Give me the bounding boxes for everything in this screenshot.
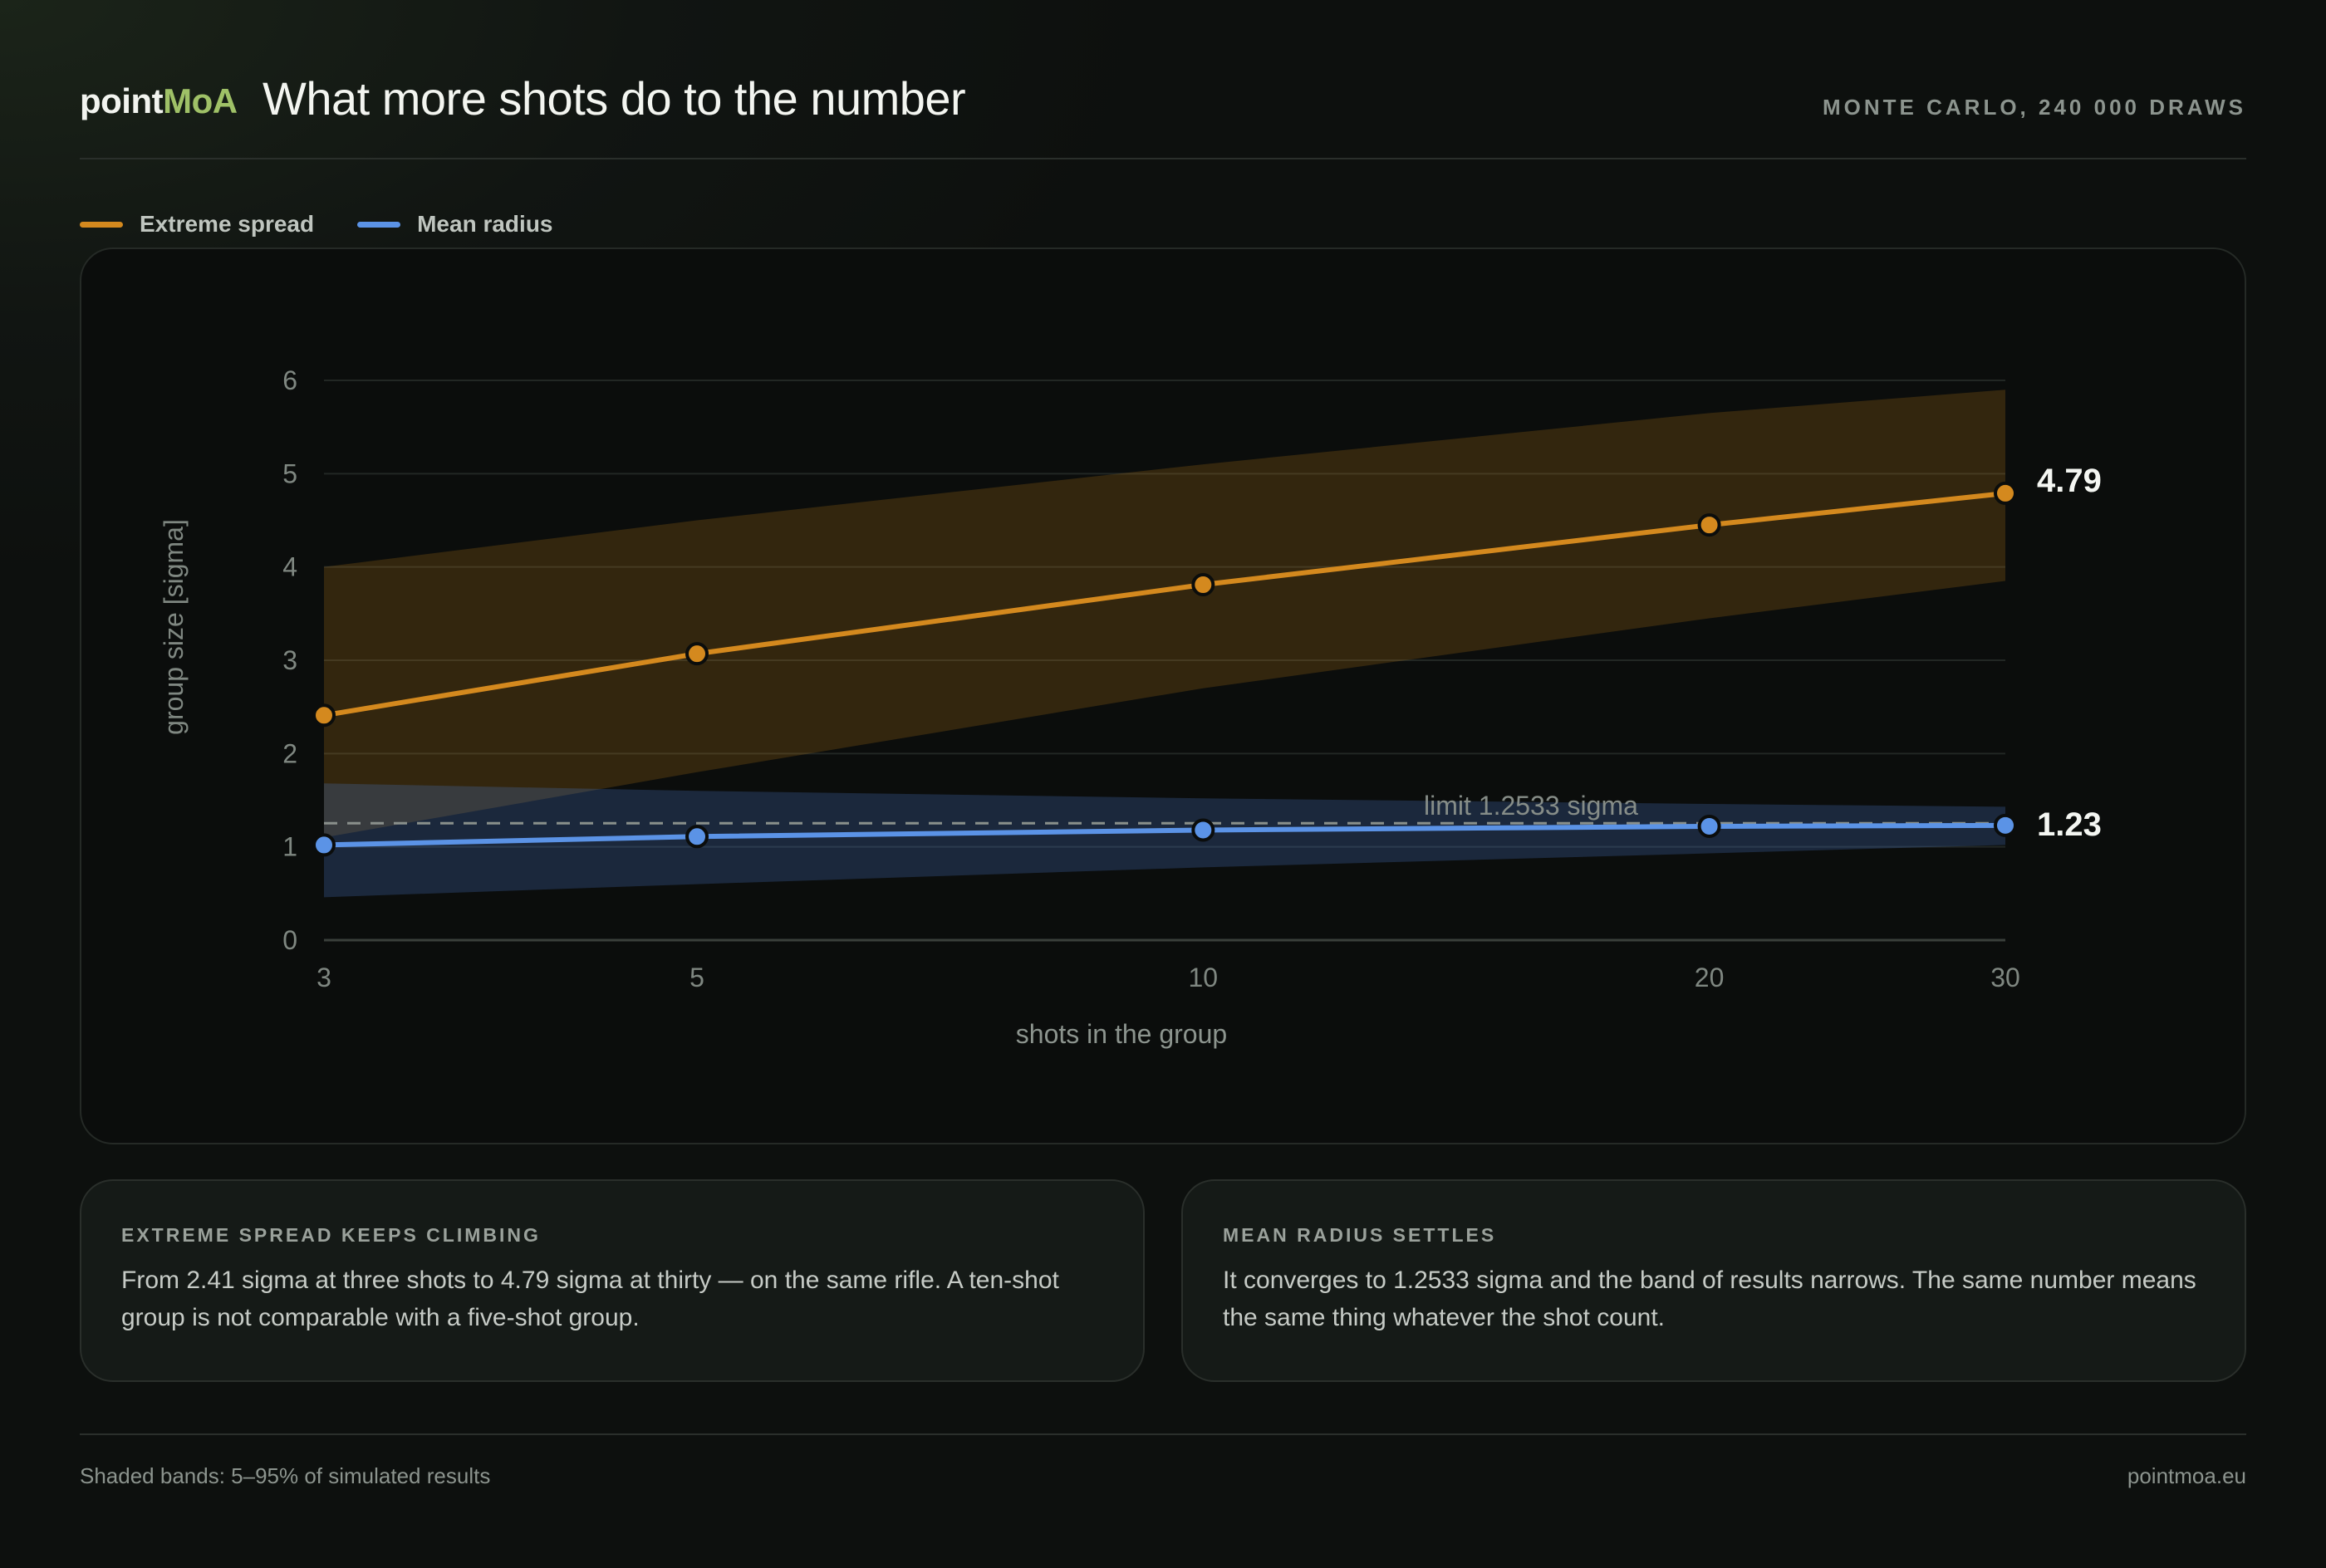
x-axis-label: shots in the group: [1016, 1019, 1227, 1049]
brand-logo-part2: MoA: [163, 81, 238, 120]
y-tick-label: 2: [282, 738, 297, 768]
y-tick-label: 1: [282, 832, 297, 862]
chart-legend: Extreme spread Mean radius: [80, 208, 596, 241]
x-tick-label: 10: [1189, 963, 1219, 992]
data-point-mean-radius: [685, 825, 709, 849]
card-text: It converges to 1.2533 sigma and the ban…: [1223, 1267, 2196, 1331]
legend-item-extreme-spread: Extreme spread: [80, 211, 314, 238]
legend-swatch-extreme-spread: [80, 221, 123, 228]
y-axis-label: group size [sigma]: [159, 519, 189, 735]
method-note: MONTE CARLO, 240 000 DRAWS: [1823, 95, 2246, 120]
data-point-extreme-spread: [1697, 513, 1721, 537]
legend-label-mean-radius: Mean radius: [417, 211, 553, 237]
page-title: What more shots do to the number: [263, 72, 966, 125]
x-tick-label: 30: [1990, 963, 2020, 992]
card-text: From 2.41 sigma at three shots to 4.79 s…: [121, 1267, 1059, 1331]
insight-card-mean-radius: MEAN RADIUS SETTLES It converges to 1.25…: [1181, 1179, 2246, 1382]
end-value-label-extreme-spread: 4.79: [2037, 463, 2102, 499]
insight-card-extreme-spread: EXTREME SPREAD KEEPS CLIMBING From 2.41 …: [80, 1179, 1145, 1382]
page-header: pointMoA What more shots do to the numbe…: [80, 66, 2246, 159]
legend-item-mean-radius: Mean radius: [357, 211, 553, 238]
card-heading: MEAN RADIUS SETTLES: [1223, 1224, 1497, 1246]
data-point-mean-radius: [1994, 813, 2017, 837]
data-point-extreme-spread: [685, 642, 709, 666]
end-value-label-mean-radius: 1.23: [2037, 806, 2102, 843]
band-extreme-spread: [324, 390, 2005, 838]
chart-panel: 0 1 2 3 4 5 6 3 5 10 20 30 shots in the group group s…: [80, 247, 2246, 1144]
data-point-extreme-spread: [1994, 481, 2017, 505]
x-tick-label: 3: [317, 963, 331, 992]
chart-svg: 0 1 2 3 4 5 6 3 5 10 20 30 shots in the group group s…: [159, 365, 2102, 1049]
card-heading: EXTREME SPREAD KEEPS CLIMBING: [121, 1224, 541, 1246]
y-tick-label: 3: [282, 645, 297, 675]
data-point-extreme-spread: [312, 703, 336, 728]
footer-site-link[interactable]: pointmoa.eu: [2127, 1463, 2246, 1488]
brand-logo[interactable]: pointMoA: [80, 81, 238, 121]
data-point-mean-radius: [1697, 814, 1721, 838]
page-footer: Shaded bands: 5–95% of simulated results…: [80, 1433, 2246, 1488]
data-point-mean-radius: [1191, 818, 1215, 842]
footer-note: Shaded bands: 5–95% of simulated results: [80, 1463, 491, 1488]
x-tick-label: 20: [1695, 963, 1725, 992]
reference-line-label: limit 1.2533 sigma: [1424, 791, 1638, 821]
legend-label-extreme-spread: Extreme spread: [140, 211, 315, 237]
y-tick-label: 4: [282, 552, 297, 582]
y-tick-label: 6: [282, 365, 297, 395]
brand-logo-part1: point: [80, 81, 164, 120]
y-tick-label: 5: [282, 458, 297, 488]
data-point-mean-radius: [312, 833, 336, 857]
data-point-extreme-spread: [1191, 573, 1215, 597]
y-tick-label: 0: [282, 925, 297, 955]
band-mean-radius: [324, 783, 2005, 898]
x-tick-label: 5: [689, 963, 704, 992]
legend-swatch-mean-radius: [357, 221, 401, 228]
